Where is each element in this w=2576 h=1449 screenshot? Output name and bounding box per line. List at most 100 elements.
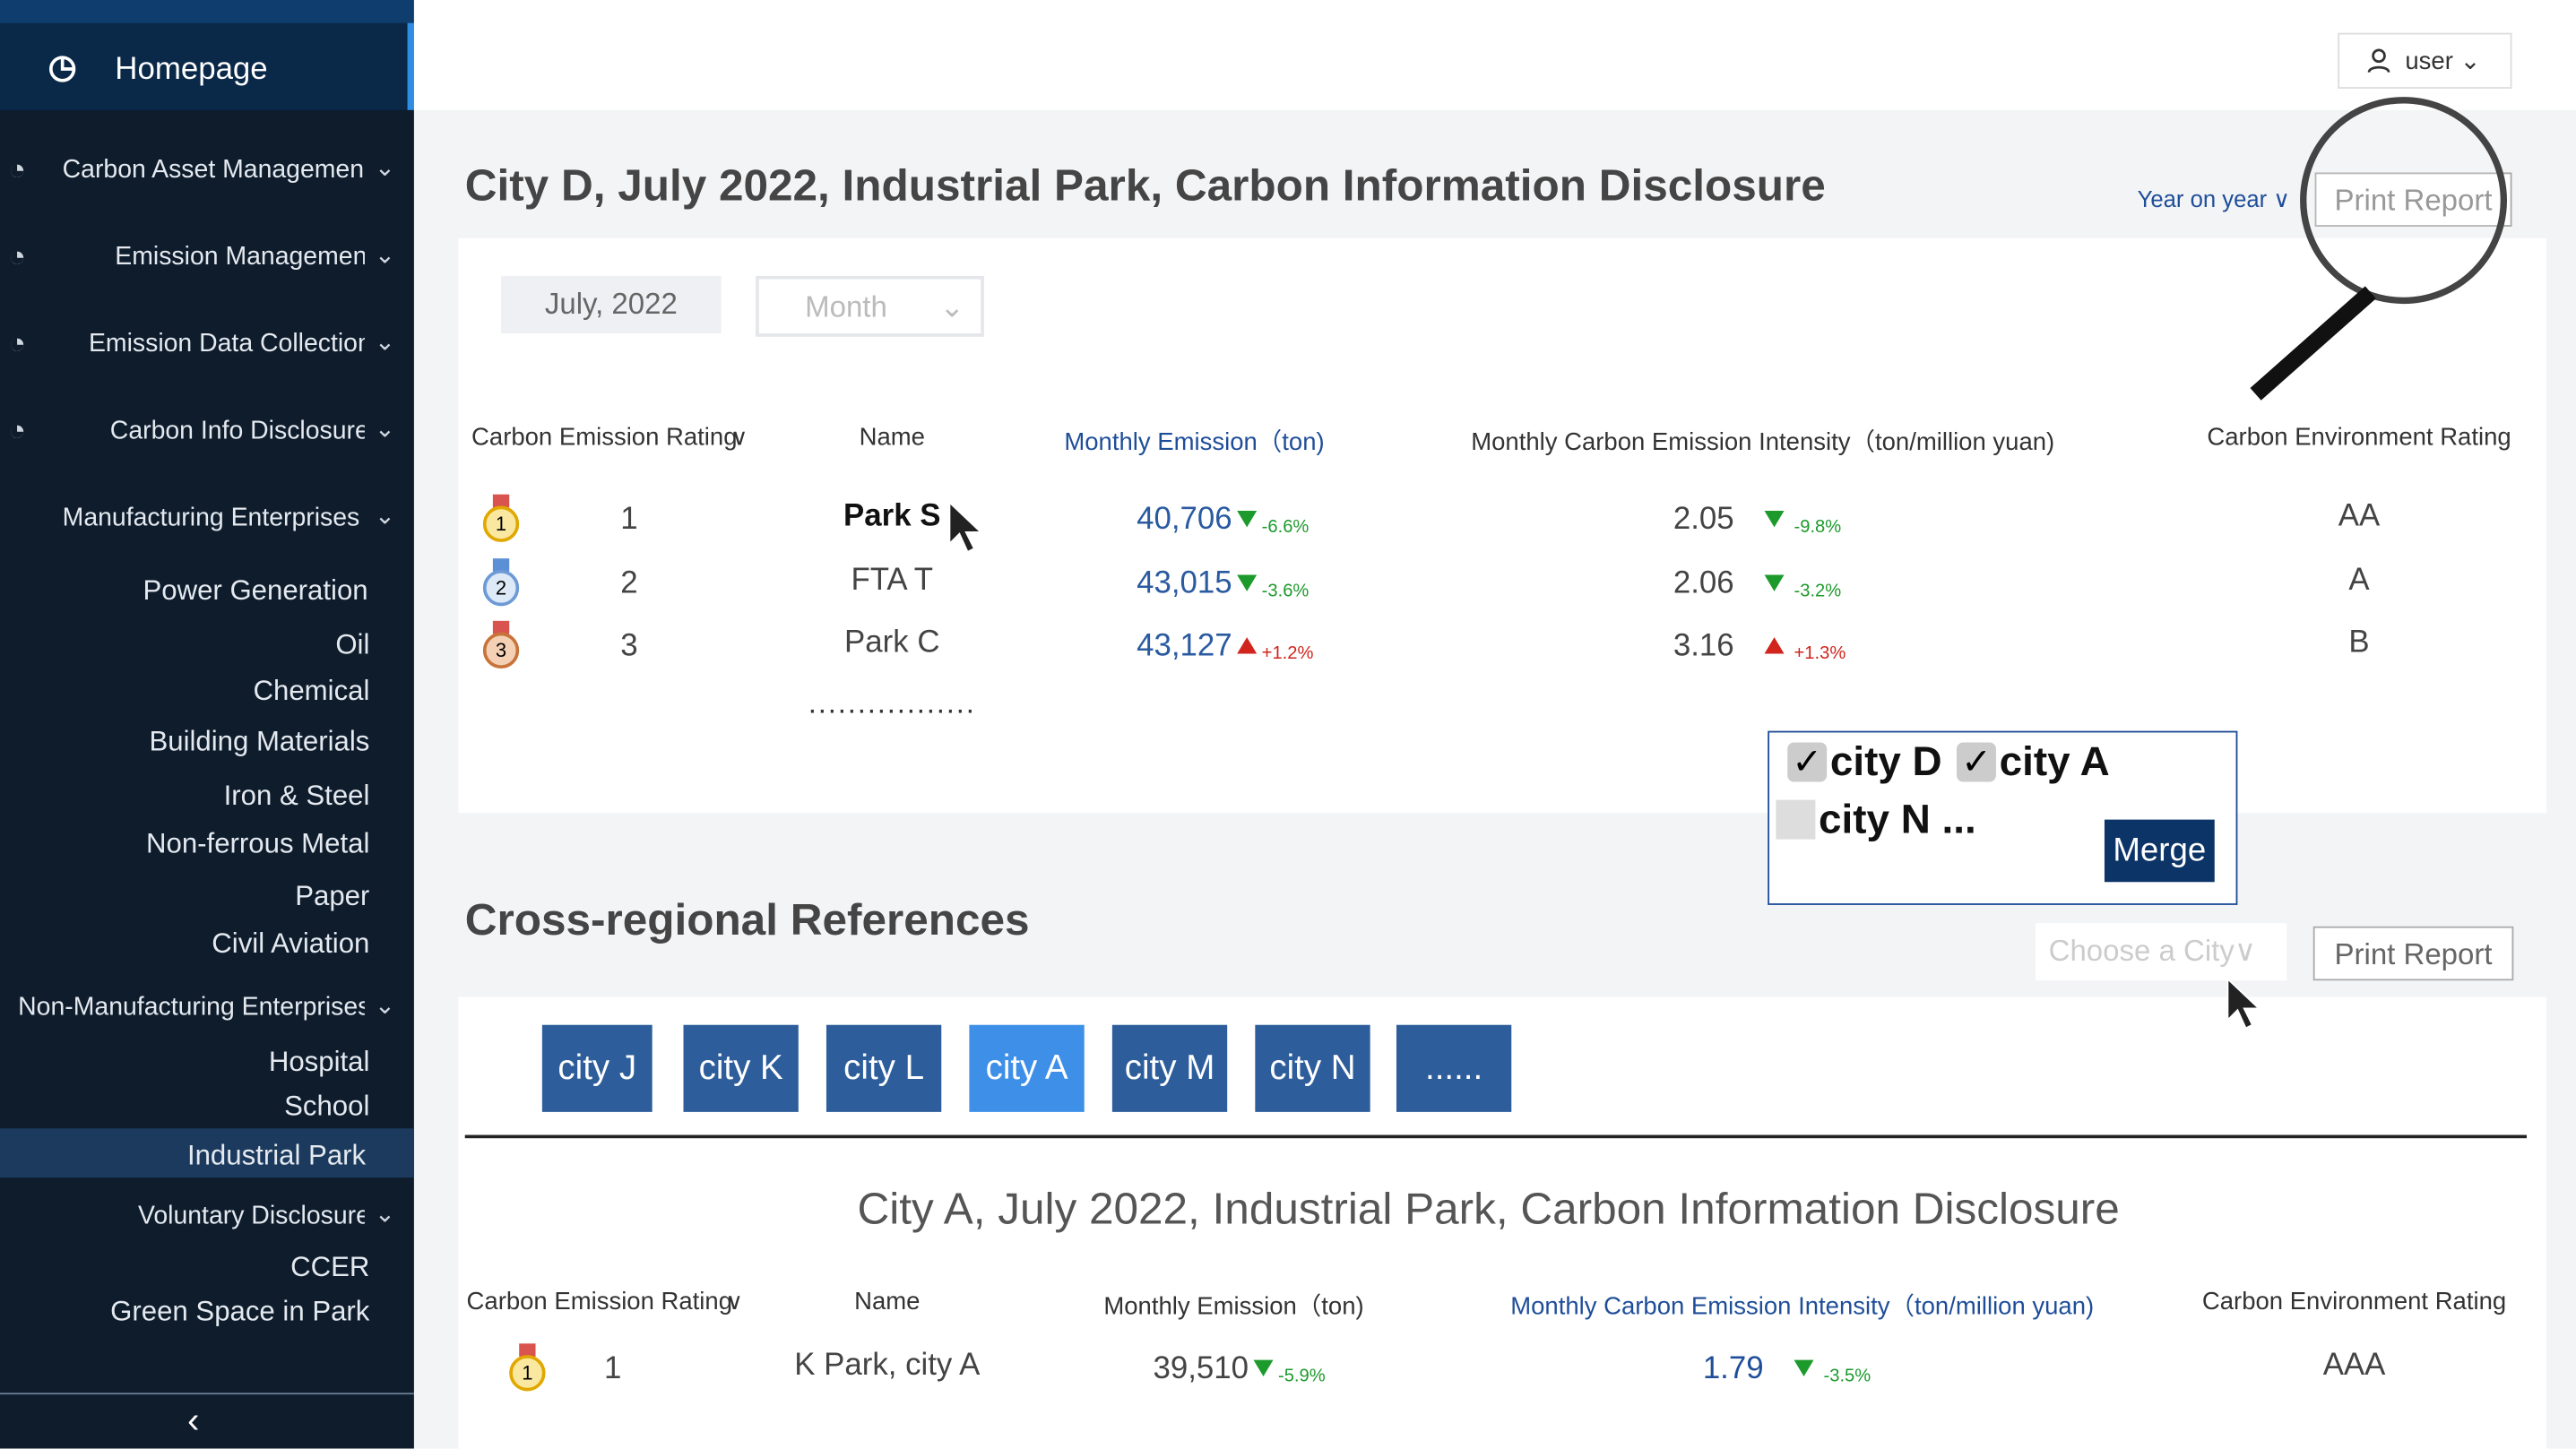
user-label: user <box>2405 47 2453 76</box>
environment-rating: B <box>2348 625 2370 660</box>
nav-item[interactable]: Building Materials <box>149 726 370 757</box>
nav-icon: ◔ <box>8 239 27 273</box>
medal-rank: 2 <box>482 569 520 606</box>
emission-change: +1.2% <box>1261 643 1314 664</box>
name: Park S <box>843 499 941 534</box>
intensity: 3.16 <box>1673 629 1734 664</box>
intensity: 1.79 <box>1702 1351 1764 1386</box>
intensity-change: -3.2% <box>1794 580 1842 600</box>
home-indicator <box>407 22 414 110</box>
compare-select[interactable]: Year on year ∨ <box>2137 185 2291 212</box>
nav-icon: ◔ <box>8 152 27 186</box>
trend-arrow <box>1764 511 1785 528</box>
nav-item[interactable]: Paper <box>295 880 370 912</box>
nav-item[interactable]: Emission Managemen <box>115 243 365 272</box>
nav-item[interactable]: Oil <box>335 629 370 660</box>
city-tab[interactable]: city A <box>969 1024 1085 1112</box>
city-tab[interactable]: city N <box>1255 1024 1370 1112</box>
nav-item[interactable]: Carbon Asset Managemen <box>62 156 365 185</box>
nav-item[interactable]: Industrial Park <box>186 1140 367 1171</box>
emission: 39,510 <box>1153 1351 1249 1386</box>
intensity-change: -9.8% <box>1794 517 1842 538</box>
nav-chevron: ⌄ <box>374 241 395 270</box>
column-header: Monthly Emission（ton) <box>1064 428 1325 457</box>
nav-item[interactable]: Power Generation <box>143 574 368 607</box>
emission-change: -6.6% <box>1261 517 1310 538</box>
user-icon <box>2367 48 2390 73</box>
column-header: Monthly Carbon Emission Intensity（ton/mi… <box>1471 428 2055 457</box>
nav-item[interactable]: Non-Manufacturing Enterprises <box>18 993 365 1022</box>
nav-chevron: ⌄ <box>374 154 395 183</box>
medal-rank: 1 <box>482 505 520 542</box>
city-select[interactable]: Choose a City∨ <box>2035 923 2287 981</box>
column-header: Name <box>854 1287 921 1316</box>
nav-item[interactable]: Green Space in Park <box>110 1296 370 1327</box>
nav-icon: ◔ <box>8 413 27 447</box>
city-tab[interactable]: city J <box>541 1024 653 1112</box>
city-option[interactable]: city N ... <box>1819 796 1976 843</box>
merge-button[interactable]: Merge <box>2104 819 2215 883</box>
medal-rank: 1 <box>509 1355 546 1392</box>
column-header[interactable]: Carbon Emission Rating <box>466 1287 733 1316</box>
rank: 3 <box>620 629 638 664</box>
medal-rank: 3 <box>482 632 520 668</box>
nav-item[interactable]: Carbon Info Disclosure <box>109 417 365 445</box>
intensity-change: +1.3% <box>1794 643 1846 664</box>
nav-item[interactable]: Manufacturing Enterprises <box>62 504 360 532</box>
nav-item[interactable]: Iron & Steel <box>223 780 370 812</box>
trend-arrow <box>1237 574 1258 591</box>
print-button[interactable]: Print Report <box>2314 172 2512 227</box>
home-icon <box>48 56 76 82</box>
environment-rating: AAA <box>2322 1348 2386 1384</box>
nav-chevron: ⌄ <box>374 415 395 444</box>
city-tab[interactable]: city K <box>683 1024 799 1112</box>
sub-title: City A, July 2022, Industrial Park, Carb… <box>857 1184 2120 1234</box>
period-select[interactable]: Month ⌄ <box>756 275 984 337</box>
print-button[interactable]: Print Report <box>2312 926 2514 981</box>
nav-chevron: ⌄ <box>374 502 395 531</box>
nav-item[interactable]: School <box>284 1091 370 1122</box>
checkbox-checked[interactable]: ✓ <box>1956 742 1996 782</box>
city-tab[interactable]: city L <box>826 1024 942 1112</box>
sort-icon[interactable]: ∨ <box>730 423 748 451</box>
city-option[interactable]: city A <box>1999 738 2110 786</box>
sort-icon[interactable]: ∨ <box>726 1287 743 1315</box>
medal: 1 <box>509 1343 546 1393</box>
more-rows: ................. <box>808 686 976 720</box>
nav-item[interactable]: Voluntary Disclosure <box>137 1202 365 1230</box>
city-option[interactable]: city D <box>1829 738 1942 786</box>
column-header: Monthly Carbon Emission Intensity（ton/mi… <box>1510 1292 2095 1321</box>
trend-arrow <box>1237 511 1258 528</box>
column-header: Carbon Environment Rating <box>2207 423 2511 453</box>
medal: 2 <box>482 557 520 607</box>
page-title: City D, July 2022, Industrial Park, Carb… <box>464 160 1826 211</box>
column-header[interactable]: Carbon Emission Rating <box>471 423 738 453</box>
column-header: Name <box>859 423 925 453</box>
collapse-button[interactable]: ‹ <box>186 1399 200 1441</box>
divider <box>464 1134 2528 1139</box>
user-menu[interactable]: user ⌄ <box>2338 32 2512 89</box>
home-bar[interactable] <box>0 0 414 110</box>
home-label[interactable]: Homepage <box>115 52 268 88</box>
trend-arrow <box>1253 1359 1274 1376</box>
city-tab[interactable]: ...... <box>1396 1024 1512 1112</box>
column-header: Carbon Environment Rating <box>2201 1287 2507 1316</box>
emission: 43,127 <box>1137 629 1232 664</box>
city-select-label: Choose a City <box>2048 934 2235 968</box>
city-tab[interactable]: city M <box>1111 1024 1228 1112</box>
nav-item[interactable]: Chemical <box>253 675 370 707</box>
emission-change: -3.6% <box>1261 580 1310 600</box>
checkbox-checked[interactable]: ✓ <box>1787 742 1828 782</box>
emission-change: -5.9% <box>1277 1366 1326 1386</box>
intensity-change: -3.5% <box>1823 1366 1871 1386</box>
checkbox-unchecked[interactable] <box>1776 799 1816 840</box>
nav-item[interactable]: Civil Aviation <box>212 927 370 960</box>
nav-item[interactable]: Non-ferrous Metal <box>146 827 370 859</box>
section-title: Cross-regional References <box>464 894 1030 944</box>
rank: 1 <box>620 502 638 538</box>
nav-item[interactable]: Hospital <box>268 1046 370 1078</box>
nav-item[interactable]: Emission Data Collection <box>88 330 365 358</box>
date-picker[interactable]: July, 2022 <box>501 275 722 334</box>
nav-item[interactable]: CCER <box>290 1251 370 1283</box>
